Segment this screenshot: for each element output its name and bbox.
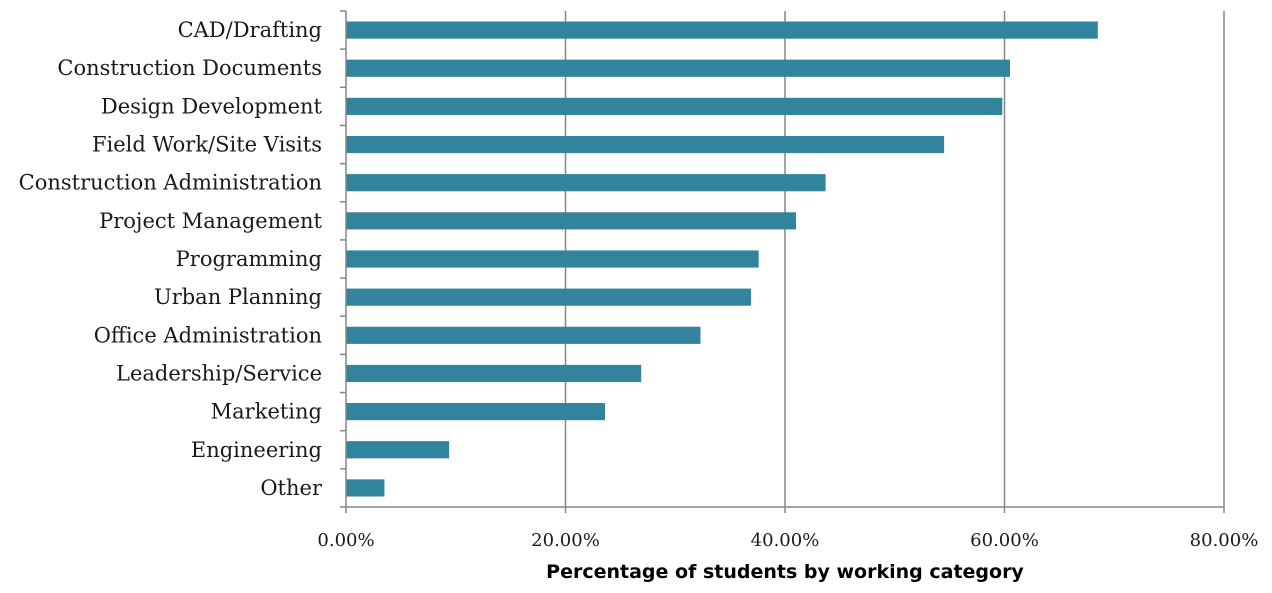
bar — [346, 212, 796, 230]
category-label: Engineering — [191, 438, 322, 462]
x-tick-labels: 0.00% 20.00% 40.00% 60.00% 80.00% — [317, 530, 1258, 551]
category-label: CAD/Drafting — [178, 18, 322, 42]
bar — [346, 174, 826, 192]
bar — [346, 479, 385, 497]
bar — [346, 364, 642, 383]
bar — [346, 441, 450, 459]
category-label: Programming — [176, 247, 322, 271]
category-label: Urban Planning — [154, 285, 322, 309]
bar — [346, 21, 1098, 39]
category-labels: CAD/Drafting Construction Documents Design… — [19, 18, 323, 500]
x-tick-label: 0.00% — [317, 530, 374, 551]
x-tick-label: 80.00% — [1190, 530, 1259, 551]
x-tick-label: 60.00% — [970, 530, 1039, 551]
category-label: Project Management — [99, 209, 322, 233]
category-label: Construction Documents — [57, 56, 322, 80]
category-label: Marketing — [211, 400, 322, 424]
category-label: Other — [260, 476, 323, 500]
category-label: Design Development — [101, 94, 323, 118]
bar — [346, 135, 945, 154]
x-axis-title: Percentage of students by working catego… — [546, 561, 1024, 583]
bar — [346, 403, 606, 421]
gridlines — [345, 11, 1225, 513]
category-label: Construction Administration — [19, 171, 322, 195]
category-label: Leadership/Service — [116, 361, 322, 385]
bar — [346, 288, 751, 306]
category-label: Office Administration — [94, 323, 322, 347]
bar — [346, 326, 701, 344]
x-tick-label: 20.00% — [531, 530, 600, 551]
bars — [346, 21, 1098, 497]
category-label: Field Work/Site Visits — [92, 133, 322, 157]
bar — [346, 97, 1003, 115]
y-axis — [340, 10, 1224, 508]
bar — [346, 250, 759, 268]
bar — [346, 59, 1010, 77]
x-tick-label: 40.00% — [751, 530, 820, 551]
